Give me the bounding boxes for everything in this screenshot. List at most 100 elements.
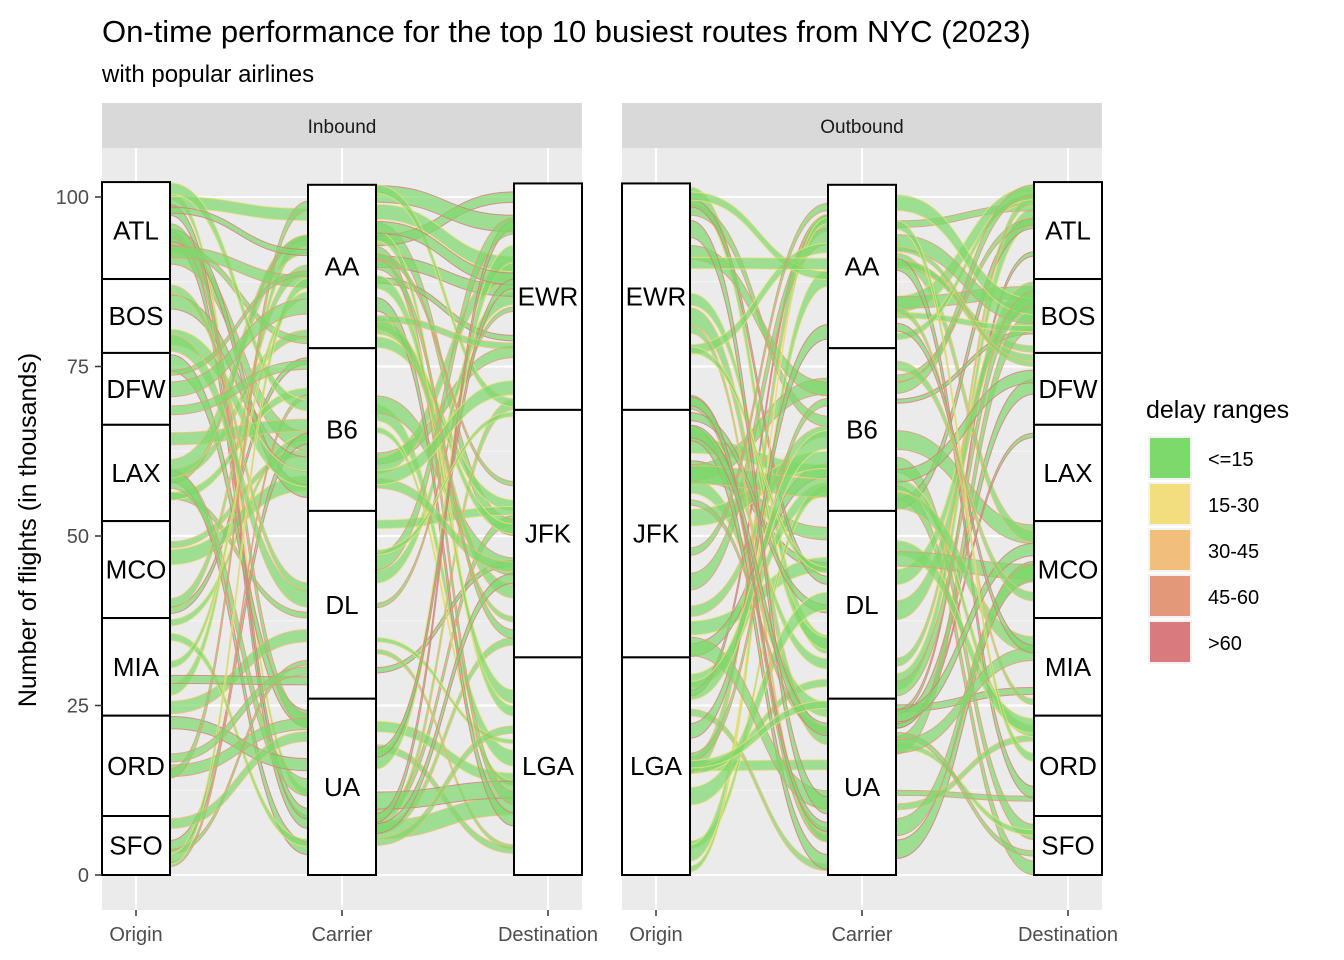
stratum-label: SFO xyxy=(1041,831,1094,861)
legend-swatch xyxy=(1150,622,1190,662)
stratum-label: JFK xyxy=(525,519,572,549)
stratum-box xyxy=(1033,351,1103,426)
panels-layer: Inbound ATL BOS DFW LAX MCO MIA ORD SFO Origin AA B… xyxy=(101,103,1118,946)
stratum-label: AA xyxy=(325,251,360,281)
stratum-box xyxy=(621,182,691,411)
legend-label: 15-30 xyxy=(1208,495,1259,517)
stratum-label: DFW xyxy=(106,374,166,404)
stratum-label: ORD xyxy=(107,751,165,781)
panel-strip xyxy=(102,103,582,148)
stratum-label: ATL xyxy=(1045,216,1091,246)
axis-origin-strata: ATL BOS DFW LAX MCO MIA ORD SFO xyxy=(101,181,171,876)
x-tick-label: Destination xyxy=(1018,924,1118,946)
flows xyxy=(689,184,1035,876)
stratum-label: LAX xyxy=(1043,458,1092,488)
stratum-box xyxy=(101,278,171,354)
y-tick-label: 50 xyxy=(67,526,89,548)
stratum-box xyxy=(513,182,583,411)
stratum-label: LAX xyxy=(111,458,160,488)
stratum-label: B6 xyxy=(326,415,358,445)
stratum-box xyxy=(1033,423,1103,523)
stratum-label: DL xyxy=(325,590,358,620)
chart-subtitle: with popular airlines xyxy=(101,61,314,88)
y-tick-label: 25 xyxy=(67,696,89,718)
y-tick-label: 0 xyxy=(78,865,89,887)
stratum-label: DFW xyxy=(1038,374,1098,404)
legend-label: >60 xyxy=(1208,633,1242,655)
stratum-label: BOS xyxy=(1041,301,1096,331)
stratum-label: DL xyxy=(845,590,878,620)
stratum-label: LGA xyxy=(522,751,575,781)
legend-label: <=15 xyxy=(1208,449,1254,471)
stratum-box xyxy=(1033,278,1103,354)
stratum-box xyxy=(513,408,583,659)
stratum-label: SFO xyxy=(109,831,162,861)
panel-inbound: Inbound ATL BOS DFW LAX MCO MIA ORD SFO Origin AA B… xyxy=(101,103,598,946)
stratum-box xyxy=(1033,617,1103,717)
stratum-label: MCO xyxy=(106,555,167,585)
flows xyxy=(169,182,515,868)
stratum-box xyxy=(307,697,377,876)
stratum-label: LGA xyxy=(630,751,683,781)
axis-destination-strata: EWR JFK LGA xyxy=(513,182,583,876)
stratum-box xyxy=(101,423,171,523)
stratum-label: MIA xyxy=(113,652,160,682)
stratum-box xyxy=(101,351,171,426)
stratum-box xyxy=(827,697,897,876)
legend-label: 30-45 xyxy=(1208,541,1259,563)
stratum-label: JFK xyxy=(633,519,680,549)
stratum-box xyxy=(827,347,897,512)
stratum-box xyxy=(101,815,171,876)
x-tick-label: Carrier xyxy=(311,924,372,946)
stratum-label: MIA xyxy=(1045,652,1092,682)
axis-carrier-strata: AA B6 DL UA xyxy=(307,183,377,876)
panel-strip-label: Inbound xyxy=(308,117,377,138)
panel-strip-label: Outbound xyxy=(820,117,903,138)
chart-title: On-time performance for the top 10 busie… xyxy=(102,14,1031,49)
axis-destination-strata: ATL BOS DFW LAX MCO MIA ORD SFO xyxy=(1033,181,1103,876)
x-tick-label: Origin xyxy=(109,924,162,946)
flow-band xyxy=(689,256,829,270)
panel-strip xyxy=(622,103,1102,148)
stratum-label: UA xyxy=(324,772,361,802)
stratum-box xyxy=(101,520,171,620)
stratum-box xyxy=(827,183,897,350)
stratum-box xyxy=(307,509,377,700)
stratum-label: B6 xyxy=(846,415,878,445)
legend-swatch xyxy=(1150,576,1190,616)
legend-label: 45-60 xyxy=(1208,587,1259,609)
legend-swatch xyxy=(1150,530,1190,570)
y-axis: 0 25 50 75 100 xyxy=(56,187,102,887)
stratum-label: ATL xyxy=(113,216,159,246)
stratum-box xyxy=(1033,181,1103,281)
stratum-box xyxy=(101,617,171,717)
legend-title: delay ranges xyxy=(1146,396,1289,424)
stratum-label: EWR xyxy=(626,282,687,312)
stratum-label: BOS xyxy=(109,301,164,331)
stratum-box xyxy=(1033,815,1103,876)
y-tick-label: 100 xyxy=(56,187,89,209)
axis-carrier-strata: AA B6 DL UA xyxy=(827,183,897,876)
stratum-label: EWR xyxy=(518,282,579,312)
y-tick-label: 75 xyxy=(67,357,89,379)
stratum-box xyxy=(1033,714,1103,818)
legend-swatch xyxy=(1150,484,1190,524)
stratum-label: ORD xyxy=(1039,751,1097,781)
legend: delay ranges <=15 15-30 30-45 45-60 >60 xyxy=(1146,396,1289,664)
stratum-box xyxy=(307,183,377,350)
stratum-box xyxy=(621,656,691,876)
stratum-label: MCO xyxy=(1038,555,1099,585)
stratum-box xyxy=(513,656,583,876)
axis-origin-strata: EWR JFK LGA xyxy=(621,182,691,876)
y-axis-title: Number of flights (in thousands) xyxy=(14,353,42,707)
x-tick-label: Origin xyxy=(629,924,682,946)
panel-outbound: Outbound EWR JFK LGA Origin AA B6 DL UA Carrier AT… xyxy=(621,103,1118,946)
stratum-label: UA xyxy=(844,772,881,802)
x-tick-label: Destination xyxy=(498,924,598,946)
stratum-label: AA xyxy=(845,251,880,281)
stratum-box xyxy=(101,181,171,281)
stratum-box xyxy=(101,714,171,818)
legend-swatch xyxy=(1150,438,1190,478)
x-tick-label: Carrier xyxy=(831,924,892,946)
